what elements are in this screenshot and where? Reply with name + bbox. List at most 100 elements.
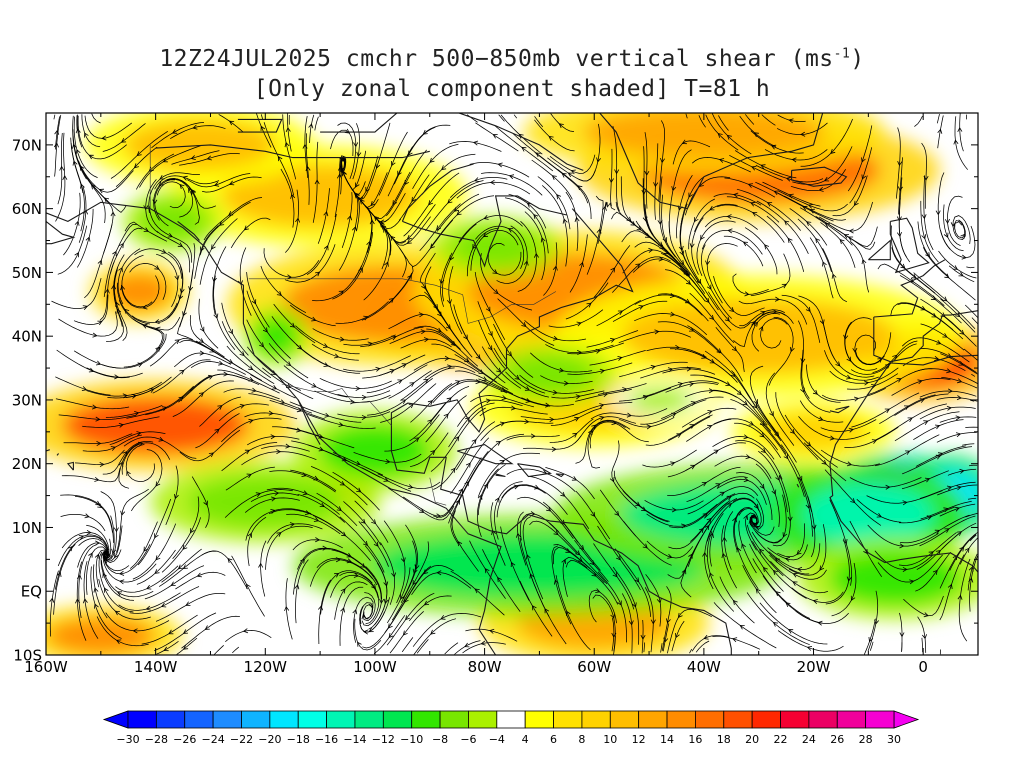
streamline-arrow: [487, 345, 493, 351]
streamline-arrow: [258, 562, 264, 568]
streamline: [161, 548, 202, 583]
streamline: [496, 225, 528, 284]
streamline: [671, 620, 685, 652]
streamline: [502, 389, 551, 407]
streamline-arrow: [831, 273, 837, 279]
streamline-arrow: [909, 579, 915, 585]
streamline-arrow: [936, 339, 942, 345]
streamline: [305, 133, 310, 205]
streamline-arrow: [213, 313, 219, 319]
streamline: [662, 368, 716, 375]
streamline: [57, 534, 109, 567]
streamline-arrow: [334, 572, 340, 578]
streamline: [750, 253, 791, 297]
streamline-arrow: [934, 529, 941, 535]
streamline: [74, 495, 113, 533]
coastline: [390, 425, 732, 655]
streamline-arrow: [681, 568, 687, 575]
streamline: [416, 639, 429, 654]
streamline: [937, 115, 944, 149]
streamline-arrow: [482, 232, 489, 238]
coastline: [320, 113, 398, 133]
streamline: [90, 566, 122, 639]
streamline: [534, 116, 544, 128]
streamline: [618, 417, 675, 428]
streamline: [829, 367, 899, 384]
streamline: [293, 548, 331, 595]
streamline: [646, 346, 707, 358]
streamline: [690, 500, 731, 542]
streamline: [226, 345, 275, 385]
streamline: [61, 532, 109, 551]
streamline-arrow: [876, 512, 882, 518]
streamline-arrow: [182, 175, 188, 181]
streamline-arrow: [311, 316, 317, 322]
streamline: [411, 572, 472, 596]
streamline: [713, 602, 777, 649]
colorbar-label: 20: [745, 733, 759, 746]
streamline: [549, 418, 594, 443]
streamline-arrow: [742, 241, 749, 247]
streamline: [330, 574, 379, 598]
streamline: [316, 557, 378, 586]
streamline: [453, 304, 486, 366]
streamline: [161, 517, 201, 573]
colorbar-label: 16: [688, 733, 702, 746]
streamline: [312, 515, 371, 562]
streamline: [761, 114, 776, 126]
streamline: [360, 602, 374, 624]
streamline: [789, 208, 828, 246]
streamline-arrow: [391, 572, 397, 578]
streamline: [632, 258, 688, 277]
streamline-arrow: [524, 418, 530, 424]
streamline: [318, 579, 332, 645]
streamline: [55, 398, 130, 410]
streamline-arrow: [964, 547, 970, 553]
streamline-arrow: [507, 228, 514, 233]
streamline: [110, 130, 169, 179]
streamline: [516, 496, 574, 539]
streamline: [400, 367, 455, 401]
coastline: [555, 473, 565, 478]
streamline: [455, 421, 496, 471]
streamline: [504, 197, 549, 254]
streamline-arrow: [567, 172, 573, 178]
streamline: [735, 440, 783, 480]
streamline: [519, 374, 594, 394]
streamline-arrow: [846, 374, 852, 380]
streamline-arrow: [656, 598, 662, 604]
colorbar-label: 8: [578, 733, 585, 746]
streamline: [691, 635, 729, 652]
streamline-arrow: [149, 388, 155, 393]
streamline: [729, 154, 783, 181]
streamline: [419, 203, 461, 251]
streamline: [661, 586, 672, 651]
colorbar-bin: [297, 710, 327, 729]
streamline-arrow: [762, 566, 768, 572]
streamline-arrow: [688, 381, 695, 387]
streamline-arrow: [591, 424, 597, 430]
streamline-arrow: [159, 175, 165, 180]
title-prefix: 12Z24JUL2025 cmchr 500−850mb vertical sh…: [159, 46, 834, 72]
streamline: [613, 470, 670, 522]
streamline-arrow: [772, 570, 778, 576]
streamline-arrow: [136, 151, 142, 157]
streamline: [590, 408, 668, 420]
streamline: [820, 449, 880, 467]
streamline-arrow: [379, 219, 385, 225]
streamline: [634, 313, 708, 336]
streamline-arrow: [67, 546, 73, 552]
streamline: [246, 290, 291, 359]
streamline: [965, 513, 978, 518]
streamline-arrow: [392, 200, 398, 206]
streamline: [386, 567, 411, 624]
streamline: [359, 597, 390, 633]
streamline: [105, 612, 170, 632]
streamline: [413, 325, 461, 350]
streamline: [245, 508, 312, 541]
streamline-arrow: [609, 477, 615, 483]
streamline: [109, 431, 166, 446]
streamline: [850, 241, 870, 293]
streamline-arrow: [485, 306, 491, 312]
streamline-arrow: [617, 600, 622, 606]
